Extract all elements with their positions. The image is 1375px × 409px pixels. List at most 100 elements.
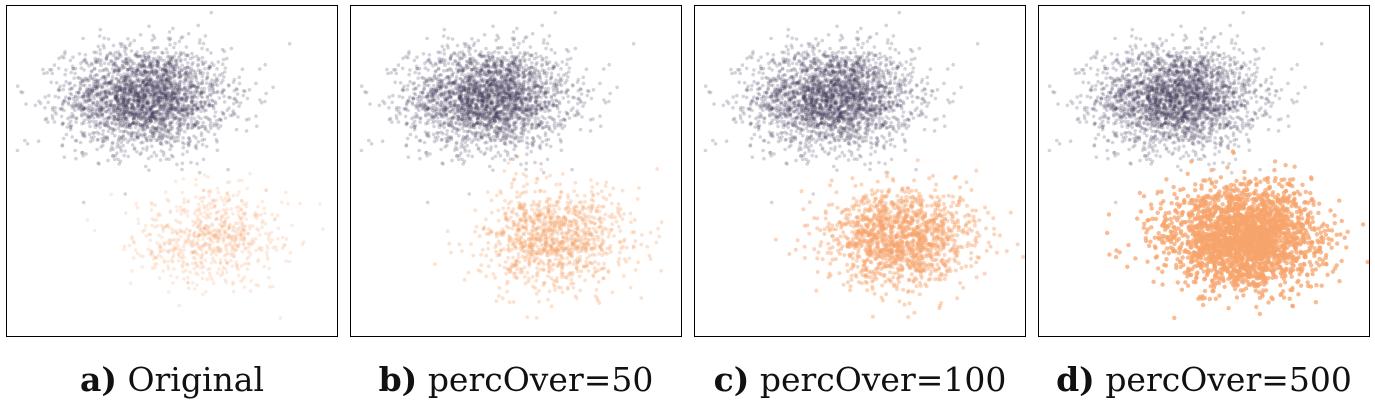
minority-point [206, 236, 210, 241]
majority-point [112, 60, 117, 65]
majority-point [99, 63, 103, 67]
majority-point [149, 119, 153, 123]
majority-point [128, 105, 133, 110]
majority-point [192, 94, 197, 99]
majority-point [100, 113, 105, 118]
minority-point [187, 229, 192, 234]
majority-point [80, 150, 84, 155]
majority-point [167, 78, 171, 82]
majority-point [135, 54, 139, 59]
minority-point [179, 229, 183, 233]
majority-point [155, 102, 159, 107]
majority-point [123, 98, 127, 102]
minority-point [197, 246, 202, 250]
majority-point [515, 102, 520, 107]
majority-point [445, 75, 449, 79]
majority-point [157, 82, 162, 86]
majority-point [161, 83, 165, 87]
majority-point [162, 150, 166, 155]
majority-point [128, 97, 132, 102]
majority-point [546, 103, 551, 107]
majority-point [193, 123, 198, 128]
majority-point [131, 105, 135, 110]
majority-point [178, 110, 182, 114]
majority-point [166, 130, 170, 135]
majority-point [435, 77, 439, 81]
majority-point [125, 100, 130, 105]
majority-point [447, 135, 451, 139]
majority-point [122, 104, 127, 109]
majority-point [158, 107, 162, 111]
majority-point [94, 93, 98, 98]
majority-point [151, 131, 155, 136]
majority-point [125, 90, 129, 94]
majority-point [113, 118, 117, 123]
majority-point [207, 102, 212, 107]
minority-point [234, 263, 239, 267]
minority-series [85, 171, 325, 321]
majority-point [194, 146, 199, 151]
majority-point [183, 92, 187, 97]
majority-point [449, 136, 453, 140]
majority-point [189, 99, 194, 104]
majority-point [403, 107, 408, 112]
majority-point [99, 107, 103, 112]
majority-point [87, 87, 92, 92]
majority-point [148, 61, 153, 66]
majority-point [156, 101, 160, 106]
majority-point [103, 75, 107, 79]
minority-point [245, 261, 249, 266]
minority-point [219, 232, 224, 236]
majority-point [177, 56, 181, 60]
majority-point [125, 92, 129, 96]
majority-point [151, 111, 155, 115]
majority-point [169, 107, 174, 112]
majority-point [131, 84, 135, 89]
minority-point [270, 212, 275, 217]
majority-point [119, 103, 123, 107]
majority-point [109, 91, 114, 96]
majority-point [109, 113, 114, 117]
majority-point [130, 85, 135, 90]
majority-point [145, 88, 150, 93]
majority-point [73, 66, 78, 71]
majority-point [129, 82, 134, 86]
minority-point [243, 211, 247, 215]
minority-point [122, 244, 127, 248]
majority-point [457, 96, 462, 100]
majority-point [176, 106, 180, 110]
majority-point [80, 78, 85, 83]
majority-point [125, 105, 130, 110]
majority-point [73, 148, 77, 153]
minority-point [215, 227, 219, 232]
majority-point [70, 112, 74, 116]
majority-point [149, 84, 154, 88]
majority-point [141, 105, 145, 110]
minority-point [194, 177, 198, 182]
minority-point [200, 195, 205, 200]
minority-point [239, 264, 244, 268]
minority-point [157, 211, 161, 216]
minority-point [109, 192, 113, 197]
majority-point [138, 90, 142, 94]
minority-point [272, 218, 277, 222]
minority-point [243, 245, 248, 250]
majority-point [271, 85, 275, 90]
majority-point [84, 89, 89, 93]
majority-point [131, 117, 135, 121]
majority-point [96, 78, 101, 83]
majority-point [454, 120, 458, 125]
majority-point [182, 88, 186, 92]
majority-point [170, 114, 174, 118]
majority-point [148, 65, 153, 70]
majority-point [132, 146, 137, 150]
majority-point [120, 76, 124, 80]
majority-point [453, 100, 457, 104]
majority-point [142, 70, 146, 75]
majority-point [454, 127, 459, 131]
minority-point [207, 246, 212, 251]
majority-point [489, 125, 493, 130]
majority-point [169, 93, 174, 98]
majority-point [484, 46, 488, 51]
majority-point [107, 104, 111, 108]
